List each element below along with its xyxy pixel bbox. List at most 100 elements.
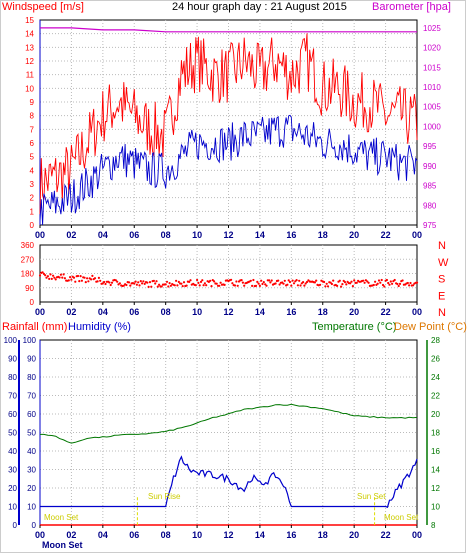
wind-direction-point <box>46 275 50 278</box>
wind-direction-point <box>72 276 76 279</box>
wind-xtick-label: 00 <box>412 230 422 240</box>
wind-direction-point <box>48 277 51 280</box>
wind-direction-point <box>45 276 48 279</box>
temp-xtick-label: 10 <box>192 530 202 540</box>
wind-direction-point <box>142 280 145 283</box>
wind-direction-point <box>355 281 358 284</box>
wind-direction-point <box>160 285 163 288</box>
wind-direction-point <box>143 282 146 285</box>
wind-direction-point <box>230 278 233 281</box>
wind-direction-point <box>122 284 125 287</box>
temp-ytick-label: 14 <box>431 466 440 475</box>
wind-direction-point <box>389 280 392 283</box>
wind-gust-series-line <box>39 33 418 215</box>
rain-ytick-label: 10 <box>8 503 17 512</box>
wind-direction-point <box>393 278 396 282</box>
dir-xtick-label: 00 <box>412 307 422 317</box>
wind-direction-point <box>409 281 412 285</box>
temp-ytick-label: 28 <box>431 336 440 345</box>
wind-xtick-label: 04 <box>98 230 108 240</box>
wind-direction-point <box>93 277 97 280</box>
wind-direction-point <box>269 281 272 284</box>
rain-ytick-label: 100 <box>4 336 18 345</box>
wind-direction-point <box>252 278 255 282</box>
wind-ytick-label: 11 <box>26 71 35 80</box>
baro-ytick-label: 995 <box>423 142 437 151</box>
temp-ytick-label: 10 <box>431 503 440 512</box>
wind-xtick-label: 20 <box>349 230 359 240</box>
temp-ytick-label: 22 <box>431 392 440 401</box>
wind-direction-point <box>177 280 180 283</box>
wind-direction-point <box>282 282 285 285</box>
humidity-ytick-label: 10 <box>27 503 36 512</box>
wind-xtick-label: 06 <box>129 230 139 240</box>
wind-direction-point <box>169 284 172 287</box>
rain-ytick-label: 90 <box>8 355 17 364</box>
wind-ytick-label: 13 <box>25 43 34 52</box>
wind-direction-point <box>332 279 335 282</box>
dir-ytick-label: 0 <box>30 298 35 307</box>
wind-direction-point <box>345 283 348 286</box>
wind-direction-point <box>374 280 377 283</box>
wind-direction-point <box>274 282 277 285</box>
baro-ytick-label: 990 <box>423 162 437 171</box>
temp-ytick-label: 26 <box>431 355 440 364</box>
temp-xtick-label: 02 <box>66 530 76 540</box>
wind-direction-point <box>260 279 263 282</box>
wind-ytick-label: 8 <box>30 112 35 121</box>
wind-direction-point <box>295 279 298 282</box>
wind-direction-point <box>296 284 299 287</box>
wind-direction-point <box>240 279 243 282</box>
dir-xtick-label: 12 <box>223 307 233 317</box>
wind-direction-point <box>323 280 326 284</box>
wind-direction-point <box>189 279 192 282</box>
wind-direction-point <box>63 277 66 280</box>
wind-direction-point <box>397 284 400 288</box>
baro-ytick-label: 1005 <box>423 103 441 112</box>
wind-direction-point <box>139 280 142 283</box>
wind-xtick-label: 00 <box>35 230 45 240</box>
wind-direction-point <box>305 280 309 284</box>
wind-direction-point <box>125 283 128 287</box>
dir-ytick-label: 90 <box>25 284 34 293</box>
baro-ytick-label: 1020 <box>423 44 441 53</box>
temp-xtick-label: 12 <box>223 530 233 540</box>
temp-humidity-plot: 0010102020303040405050606070708080909010… <box>4 336 441 540</box>
humidity-ytick-label: 0 <box>32 521 37 530</box>
wind-direction-point <box>196 278 199 282</box>
wind-ytick-label: 7 <box>30 125 35 134</box>
wind-direction-point <box>363 281 366 284</box>
wind-direction-point <box>215 282 218 285</box>
rain-ytick-label: 50 <box>8 429 17 438</box>
wind-direction-point <box>380 278 383 282</box>
wind-direction-point <box>262 281 265 284</box>
temp-xtick-label: 14 <box>255 530 265 540</box>
wind-direction-point <box>340 285 343 288</box>
dir-ytick-label: 270 <box>21 255 35 264</box>
wind-direction-point <box>383 285 386 288</box>
humidity-ytick-label: 90 <box>27 355 36 364</box>
dir-xtick-label: 18 <box>318 307 328 317</box>
wind-direction-point <box>257 282 260 285</box>
wind-direction-point <box>108 281 111 284</box>
humidity-ytick-label: 100 <box>23 336 37 345</box>
wind-direction-point <box>336 284 339 287</box>
baro-series-line <box>40 27 417 33</box>
rain-ytick-label: 70 <box>8 392 17 401</box>
wind-direction-point <box>67 279 70 282</box>
wind-direction-point <box>388 283 391 286</box>
wind-direction-point <box>87 280 90 283</box>
wind-direction-point <box>141 282 144 285</box>
wind-xtick-label: 18 <box>318 230 328 240</box>
wind-direction-point <box>325 282 328 285</box>
wind-direction-point <box>258 284 261 287</box>
compass-label: E <box>438 290 445 302</box>
wind-direction-point <box>58 276 61 279</box>
wind-direction-point <box>152 279 155 282</box>
humidity-ytick-label: 50 <box>27 429 36 438</box>
temp-xtick-label: 18 <box>318 530 328 540</box>
wind-direction-point <box>219 281 222 284</box>
wind-avg-series-line <box>39 114 418 226</box>
wind-direction-point <box>341 283 344 286</box>
